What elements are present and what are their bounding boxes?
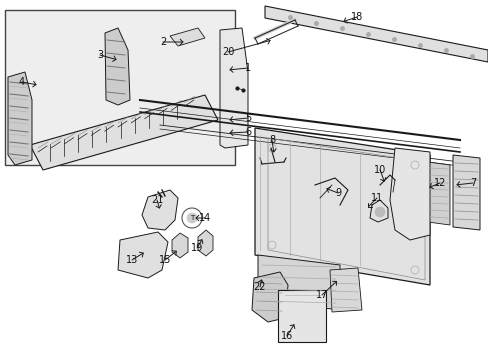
Text: 19: 19 xyxy=(190,243,203,253)
Circle shape xyxy=(374,207,384,217)
Text: 7: 7 xyxy=(469,178,475,188)
Text: 6: 6 xyxy=(244,127,250,137)
Polygon shape xyxy=(8,72,32,165)
Text: 16: 16 xyxy=(280,331,292,341)
Text: 21: 21 xyxy=(150,195,163,205)
Text: 14: 14 xyxy=(199,213,211,223)
Bar xyxy=(5,10,235,165)
Polygon shape xyxy=(389,148,429,240)
Text: 5: 5 xyxy=(244,113,251,123)
Polygon shape xyxy=(172,233,187,258)
Text: 1: 1 xyxy=(244,63,250,73)
Text: 4: 4 xyxy=(19,77,25,87)
Text: 12: 12 xyxy=(433,178,445,188)
Text: 22: 22 xyxy=(253,282,265,292)
Polygon shape xyxy=(198,230,213,256)
Polygon shape xyxy=(220,28,247,148)
Text: T: T xyxy=(189,215,194,221)
Text: 11: 11 xyxy=(370,193,382,203)
Text: 13: 13 xyxy=(125,255,138,265)
Text: 9: 9 xyxy=(334,188,340,198)
Text: 18: 18 xyxy=(350,12,363,22)
Polygon shape xyxy=(170,28,204,46)
Polygon shape xyxy=(329,268,361,312)
Text: 20: 20 xyxy=(222,47,234,57)
Polygon shape xyxy=(258,255,339,310)
Text: 15: 15 xyxy=(159,255,171,265)
Polygon shape xyxy=(254,128,429,285)
Polygon shape xyxy=(264,6,487,62)
Polygon shape xyxy=(118,232,168,278)
Text: 17: 17 xyxy=(315,290,327,300)
Text: 2: 2 xyxy=(160,37,166,47)
Polygon shape xyxy=(427,162,449,225)
Polygon shape xyxy=(251,272,287,322)
Circle shape xyxy=(186,213,197,223)
Polygon shape xyxy=(142,190,178,230)
Text: 8: 8 xyxy=(268,135,274,145)
Text: 3: 3 xyxy=(97,50,103,60)
Polygon shape xyxy=(105,28,130,105)
Bar xyxy=(278,290,325,342)
Polygon shape xyxy=(452,155,479,230)
Text: 10: 10 xyxy=(373,165,386,175)
Polygon shape xyxy=(30,95,218,170)
